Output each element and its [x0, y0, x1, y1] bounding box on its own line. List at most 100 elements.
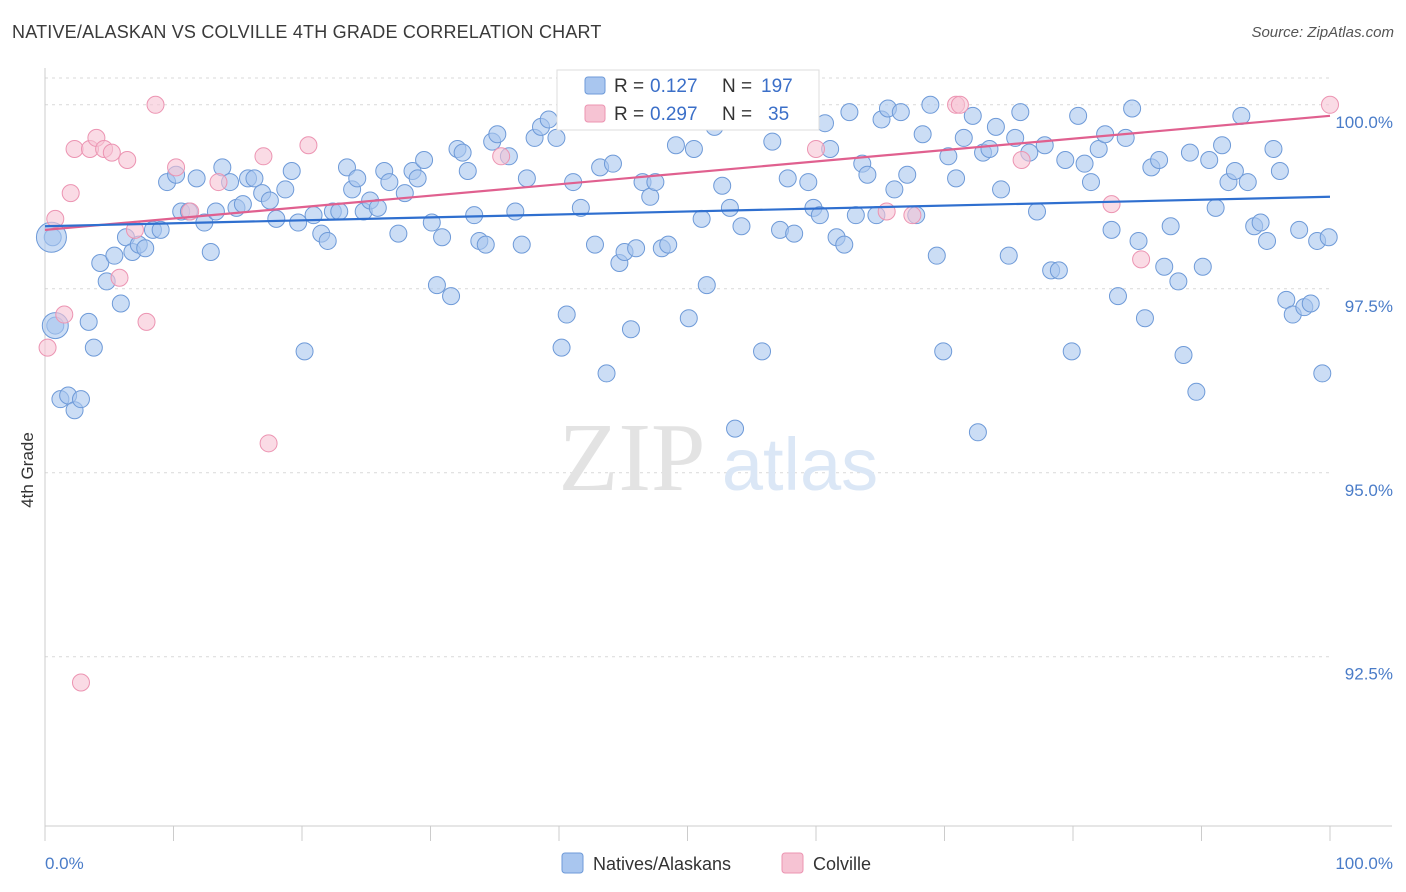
natives-point-103 [720, 198, 739, 217]
natives-point-76 [547, 128, 566, 147]
axes [44, 68, 1392, 841]
watermark-atlas: atlas [722, 423, 878, 506]
natives-point-139 [963, 106, 982, 125]
natives-point-100 [697, 276, 716, 295]
natives-point-132 [913, 125, 932, 144]
natives-point-80 [571, 198, 590, 217]
natives-point-168 [1155, 257, 1174, 276]
natives-point-194 [1319, 228, 1338, 247]
trend-line-colville [44, 114, 1331, 231]
natives-point-142 [980, 139, 999, 158]
natives-point-6 [79, 312, 98, 331]
natives-point-185 [1264, 139, 1283, 158]
natives-point-109 [763, 132, 782, 151]
colville-point-15 [167, 158, 186, 177]
natives-point-191 [1301, 294, 1320, 313]
natives-point-88 [621, 320, 640, 339]
y-tick-label-3: 100.0% [1335, 113, 1393, 132]
natives-point-95 [666, 136, 685, 155]
natives-point-155 [1069, 106, 1088, 125]
natives-point-186 [1270, 162, 1289, 181]
legend-r-label-colville: R = [614, 104, 644, 125]
natives-point-112 [785, 224, 804, 243]
natives-point-51 [380, 173, 399, 192]
natives-point-71 [512, 235, 531, 254]
legend-swatch-colville [584, 104, 606, 123]
natives-point-44 [337, 158, 356, 177]
natives-point-189 [1290, 220, 1309, 239]
natives-point-46 [348, 169, 367, 188]
natives-point-25 [206, 202, 225, 221]
colville-point-26 [807, 139, 825, 158]
natives-point-173 [1187, 382, 1206, 401]
natives-point-63 [458, 162, 477, 181]
natives-point-92 [646, 173, 665, 192]
bottom-legend: Natives/Alaskans Colville [561, 852, 871, 874]
legend-r-label-natives: R = [614, 76, 644, 97]
legend-n-value-natives: 197 [761, 76, 793, 97]
natives-point-122 [846, 206, 865, 225]
colville-point-5 [71, 673, 90, 692]
natives-point-176 [1206, 198, 1225, 217]
colville-point-20 [299, 136, 318, 155]
legend-r-value-colville: 0.297 [650, 104, 698, 125]
natives-point-133 [921, 95, 940, 114]
natives-point-150 [1035, 136, 1054, 155]
trend-line-natives [44, 195, 1331, 228]
natives-point-111 [778, 169, 797, 188]
colville-point-21 [492, 147, 511, 166]
natives-point-177 [1213, 136, 1232, 155]
natives-point-124 [858, 165, 877, 184]
natives-point-152 [1049, 261, 1068, 280]
tick-labels: 92.5% 95.0% 97.5% 100.0% 0.0% 100.0% [45, 113, 1393, 873]
natives-point-134 [927, 246, 946, 265]
colville-point-31 [1012, 150, 1031, 169]
natives-point-56 [415, 150, 434, 169]
bottom-legend-label-natives: Natives/Alaskans [593, 854, 731, 874]
y-axis-label: 4th Grade [18, 432, 37, 508]
natives-point-179 [1225, 162, 1244, 181]
natives-point-34 [267, 209, 286, 228]
natives-point-170 [1169, 272, 1188, 291]
natives-point-98 [684, 139, 703, 158]
natives-point-143 [986, 117, 1005, 136]
natives-point-154 [1062, 342, 1081, 361]
natives-point-7 [84, 338, 103, 357]
colville-point-19 [259, 434, 278, 453]
natives-point-108 [753, 342, 772, 361]
natives-point-11 [111, 294, 130, 313]
natives-point-136 [939, 147, 958, 166]
x-tick-label-0: 0.0% [45, 854, 84, 873]
natives-point-15 [136, 239, 155, 258]
natives-point-66 [476, 235, 495, 254]
natives-point-138 [954, 128, 973, 147]
natives-point-55 [408, 169, 427, 188]
natives-point-8 [91, 254, 110, 273]
natives-point-37 [289, 213, 308, 232]
natives-point-58 [427, 276, 446, 295]
natives-point-77 [552, 338, 571, 357]
colville-point-18 [254, 147, 273, 166]
bottom-legend-swatch-natives [561, 852, 584, 874]
natives-point-193 [1313, 364, 1332, 383]
natives-point-22 [187, 169, 206, 188]
natives-point-144 [992, 180, 1011, 199]
natives-point-99 [692, 209, 711, 228]
x-tick-label-1: 100.0% [1335, 854, 1393, 873]
natives-point-153 [1056, 150, 1075, 169]
natives-point-72 [517, 169, 536, 188]
natives-point-129 [891, 103, 910, 122]
colville-point-2 [55, 305, 74, 324]
legend-n-label-colville: N = [722, 104, 752, 125]
colville-point-30 [950, 95, 969, 114]
gridlines [45, 77, 1330, 658]
natives-point-60 [442, 287, 461, 306]
colville-point-13 [137, 312, 156, 331]
colville-point-3 [61, 184, 80, 203]
y-tick-label-1: 95.0% [1345, 481, 1393, 500]
natives-point-157 [1081, 173, 1100, 192]
chart-source: Source: ZipAtlas.com [1251, 24, 1394, 41]
y-tick-label-2: 97.5% [1345, 297, 1393, 316]
natives-point-35 [276, 180, 295, 199]
